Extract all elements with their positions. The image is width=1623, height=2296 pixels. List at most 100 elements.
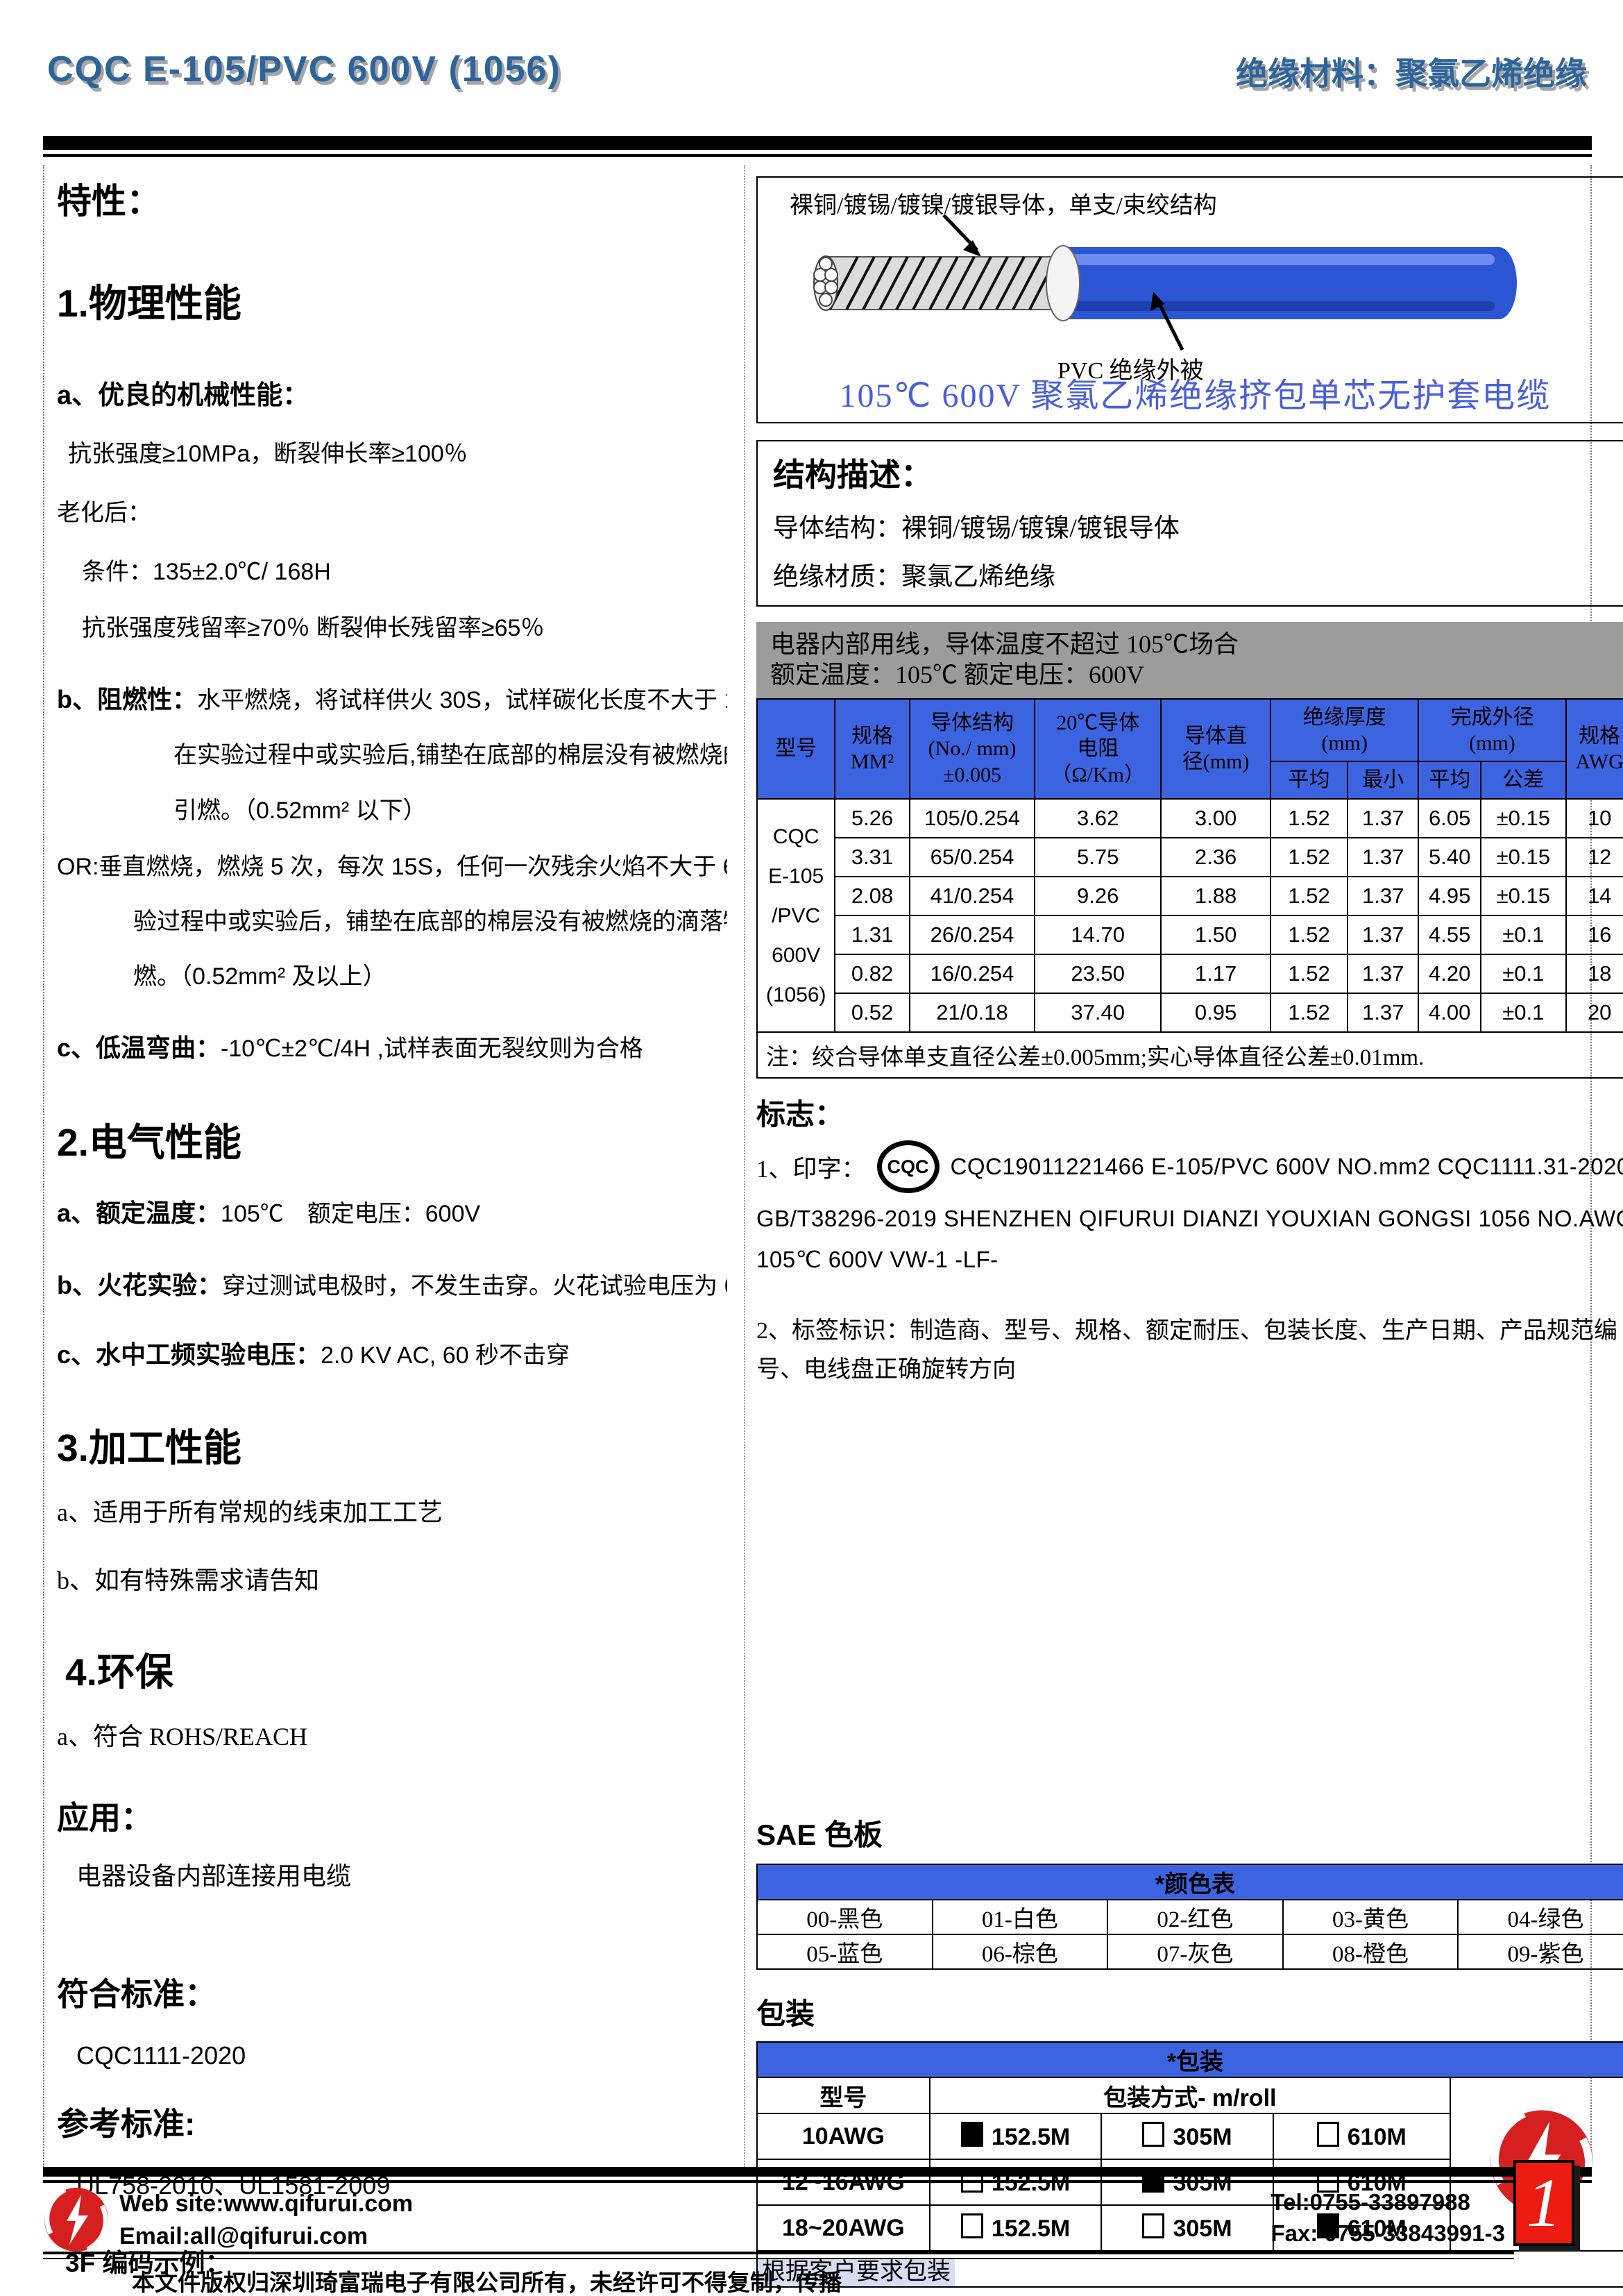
marks-print-text3: 105℃ 600V VW-1 -LF- [756,1247,999,1272]
color-table: *颜色表 00-黑色 01-白色 02-红色 03-黄色 04-绿色 05-蓝色… [756,1864,1623,1970]
footer-website[interactable]: Web site:www.qifurui.com [119,2191,414,2217]
empty-checkbox-icon [1316,2122,1339,2147]
footer-line1 [43,2252,1514,2254]
spec-cell: ±0.15 [1480,876,1567,916]
spec-data-row: 2.08 41/0.254 9.26 1.88 1.52 1.37 4.95 ±0.15 14 [757,876,1623,916]
spec-header-row: 型号 规格 MM² 导体结构 (No./ mm) ±0.005 20℃导体 电阻… [756,698,1623,800]
marks-title: 标志： [756,1098,844,1131]
aging-condition: 条件：135±2.0℃/ 168H [82,559,331,586]
ref-std-title: 参考标准: [57,2106,196,2143]
spec-cell: 3.62 [1034,798,1162,838]
spec-cell: 0.82 [834,954,910,994]
footer-rule [43,2167,1592,2183]
header-rule [43,136,1592,157]
spec-cell: 12 [1565,837,1623,877]
footer-line2 [43,2258,1514,2259]
spec-cell: 1.31 [834,915,910,955]
spec-cell: 20 [1565,993,1623,1033]
comply-std-value: CQC1111-2020 [76,2041,246,2070]
spec-cell: 1.37 [1347,876,1420,916]
filled-checkbox-icon [1316,2213,1339,2239]
color-cell: 07-灰色 [1107,1934,1284,1970]
spec-h-avg: 平均 [1269,761,1349,800]
packing-option-label: 152.5M [991,2215,1071,2243]
spec-cell: ±0.1 [1480,993,1567,1033]
color-cell: 08-橙色 [1282,1934,1459,1970]
color-cell: 05-蓝色 [756,1934,933,1970]
color-cell: 02-红色 [1107,1899,1284,1936]
packing-option-label: 610M [1347,2124,1407,2151]
packing-note-text: 根据客户要求包装 [758,2257,955,2286]
spec-cell: 105/0.254 [908,798,1036,838]
page-number-badge: 1 [1513,2160,1574,2246]
structure-conductor: 导体结构：裸铜/镀锡/镀镍/镀银导体 [773,514,1180,543]
jacket-callout-label: PVC 绝缘外被 [1057,358,1204,384]
packing-note: 根据客户要求包装 [756,2250,1623,2288]
color-cell: 03-黄色 [1282,1899,1459,1936]
footer-tel: Tel:0755-33897988 [1271,2189,1470,2215]
spec-cell: 26/0.254 [908,915,1036,955]
empty-checkbox-icon [1142,2213,1165,2239]
cold-bend-text: -10℃±2℃/4H ,试样表面无裂纹则为合格 [221,1035,643,1062]
spec-h-insulation: 绝缘厚度 (mm) [1269,698,1420,762]
rated-temp-label: a、额定温度： [57,1199,221,1228]
flame-label: b、阻燃性： [57,685,197,714]
spec-cell: 2.08 [834,876,910,916]
footer-logo [42,2185,111,2258]
packing-option-label: 305M [1173,2215,1232,2243]
packing-option: 152.5M [928,2204,1103,2252]
spec-cell: 4.95 [1418,876,1482,916]
page-number: 1 [1527,2164,1561,2241]
spec-cell: 4.55 [1418,915,1482,955]
spec-h-diameter: 导体直 径(mm) [1160,698,1271,800]
flame-or-line1: OR:垂直燃烧，燃烧 5 次，每次 15S，任何一次残余火焰不大于 60S。在实 [57,853,727,880]
processing-title: 3.加工性能 [57,1426,241,1470]
packing-subheader: 型号 包装方式- m/roll [756,2077,1623,2252]
spec-cell: 5.40 [1418,837,1482,877]
physical-title: 1.物理性能 [57,282,241,325]
application-title: 应用： [57,1800,153,1837]
processing-b: b、如有特殊需求请告知 [57,1566,320,1594]
spec-cell: 1.52 [1269,876,1349,916]
color-cell: 01-白色 [931,1899,1109,1936]
marks-item1-prefix: 1、印字： [756,1155,866,1183]
spec-table: 型号 规格 MM² 导体结构 (No./ mm) ±0.005 20℃导体 电阻… [756,698,1623,1033]
filled-checkbox-icon [960,2122,983,2147]
spec-cell: 23.50 [1034,954,1162,994]
spec-h-awg: 规格 AWG [1565,698,1623,800]
spec-cell: 1.52 [1269,798,1349,838]
structure-box: 结构描述： 导体结构：裸铜/镀锡/镀镍/镀银导体 绝缘材质：聚氯乙烯绝缘 [756,440,1623,607]
spec-cell: ±0.1 [1480,954,1567,994]
spec-subheader-row: 平均 最小 平均 公差 [757,761,1623,800]
marks-print-text1: CQC19011221466 E-105/PVC 600V NO.mm2 CQC… [950,1154,1623,1179]
cable-figure: 裸铜/镀锡/镀镍/镀银导体，单支/束绞结构 [756,176,1623,423]
application-text: 电器设备内部连接用电缆 [76,1862,352,1891]
spec-cell: 4.00 [1418,993,1482,1033]
packing-option: 610M [1272,2204,1451,2252]
cqc-logo-icon: CQC [876,1140,940,1193]
spec-data-row: 0.82 16/0.254 23.50 1.17 1.52 1.37 4.20 ±0.1 18 [757,954,1623,994]
spec-cell: 4.20 [1418,954,1482,994]
cable-illustration [813,214,1517,351]
footer-telfax: Tel:0755-33897988 Fax: 0755-33843991-3 [1271,2186,1505,2249]
spec-cell: 16/0.254 [908,954,1036,994]
color-table-title: *颜色表 [756,1864,1623,1901]
footer-email[interactable]: Email:all@qifurui.com [119,2223,368,2249]
color-row: 00-黑色 01-白色 02-红色 03-黄色 04-绿色 [756,1899,1623,1936]
spec-data-row: 1.31 26/0.254 14.70 1.50 1.52 1.37 4.55 ±0.1 16 [757,915,1623,955]
spec-cell: 5.26 [834,798,910,838]
page-header: CQC E-105/PVC 600V (1056) 绝缘材料：聚氯乙烯绝缘 [47,49,1587,94]
spark-text: 穿过测试电极时，不发生击穿。火花试验电压为 6 KV [222,1273,727,1300]
spec-note: 注：绞合导体单支直径公差±0.005mm;实心导体直径公差±0.01mm. [756,1033,1623,1079]
spec-cell: 1.88 [1160,876,1271,916]
footer-contact: Web site:www.qifurui.com Email:all@qifur… [119,2188,413,2253]
spec-cell: 1.37 [1347,837,1420,877]
spec-data-row: 3.31 65/0.254 5.75 2.36 1.52 1.37 5.40 ±0.15 12 [757,837,1623,877]
spec-cell: 1.52 [1269,915,1349,955]
company-logo-icon [44,2187,108,2252]
aging-residual: 抗张强度残留率≥70％ 断裂伸长残留率≥65％ [82,615,545,642]
spec-cell: 1.37 [1347,915,1420,955]
footer-double-line [43,2252,1514,2259]
processing-a: a、适用于所有常规的线束加工工艺 [57,1499,443,1527]
packing-table-title: *包装 [756,2041,1623,2079]
